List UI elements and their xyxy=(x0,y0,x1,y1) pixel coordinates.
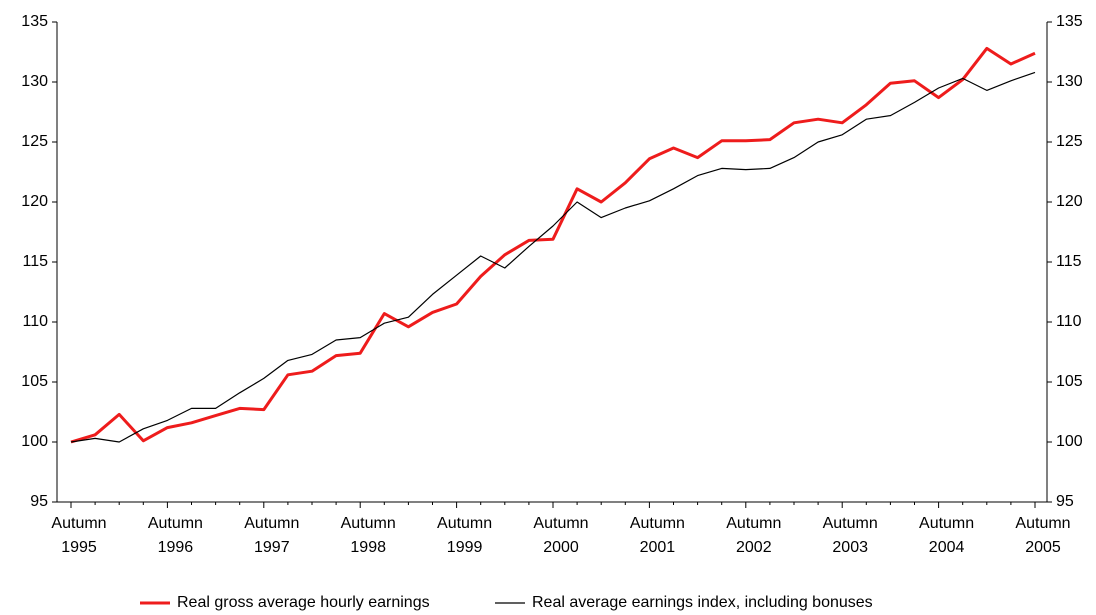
y-tick-label: 110 xyxy=(22,313,48,330)
y-tick-label: 105 xyxy=(21,373,48,390)
y-tick-label: 135 xyxy=(21,13,48,30)
x-tick-label: Autumn 2004 xyxy=(919,515,975,556)
y-tick-label: 130 xyxy=(21,73,48,90)
y2-tick-label: 120 xyxy=(1056,193,1083,210)
y-tick-label: 100 xyxy=(21,433,48,450)
legend-label: Real gross average hourly earnings xyxy=(177,594,430,611)
y2-tick-label: 115 xyxy=(1056,253,1082,270)
x-tick-label: Autumn 1998 xyxy=(340,515,396,556)
series-line xyxy=(70,46,1036,444)
y-tick-label: 115 xyxy=(22,253,48,270)
y2-tick-label: 130 xyxy=(1056,73,1083,90)
legend-label: Real average earnings index, including b… xyxy=(532,594,873,611)
x-tick-label: Autumn 1996 xyxy=(147,515,203,556)
y2-tick-label: 100 xyxy=(1056,433,1083,450)
x-tick-label: Autumn 1999 xyxy=(437,515,493,556)
y-tick-label: 125 xyxy=(21,133,48,150)
x-tick-label: Autumn 2003 xyxy=(822,515,878,556)
x-tick-label: Autumn 2002 xyxy=(726,515,782,556)
x-tick-label: Autumn 2001 xyxy=(629,515,685,556)
x-tick-label: Autumn 1995 xyxy=(51,515,107,556)
y2-tick-label: 105 xyxy=(1056,373,1083,390)
x-tick-label: Autumn 2000 xyxy=(533,515,589,556)
y-tick-label: 120 xyxy=(21,193,48,210)
y-tick-label: 95 xyxy=(30,493,48,510)
y2-tick-label: 135 xyxy=(1056,13,1083,30)
x-tick-label: Autumn 1997 xyxy=(244,515,300,556)
y2-tick-label: 125 xyxy=(1056,133,1083,150)
y2-tick-label: 110 xyxy=(1056,313,1082,330)
series-line xyxy=(70,71,1036,443)
x-tick-label: Autumn 2005 xyxy=(1015,515,1071,556)
y2-tick-label: 95 xyxy=(1056,493,1074,510)
